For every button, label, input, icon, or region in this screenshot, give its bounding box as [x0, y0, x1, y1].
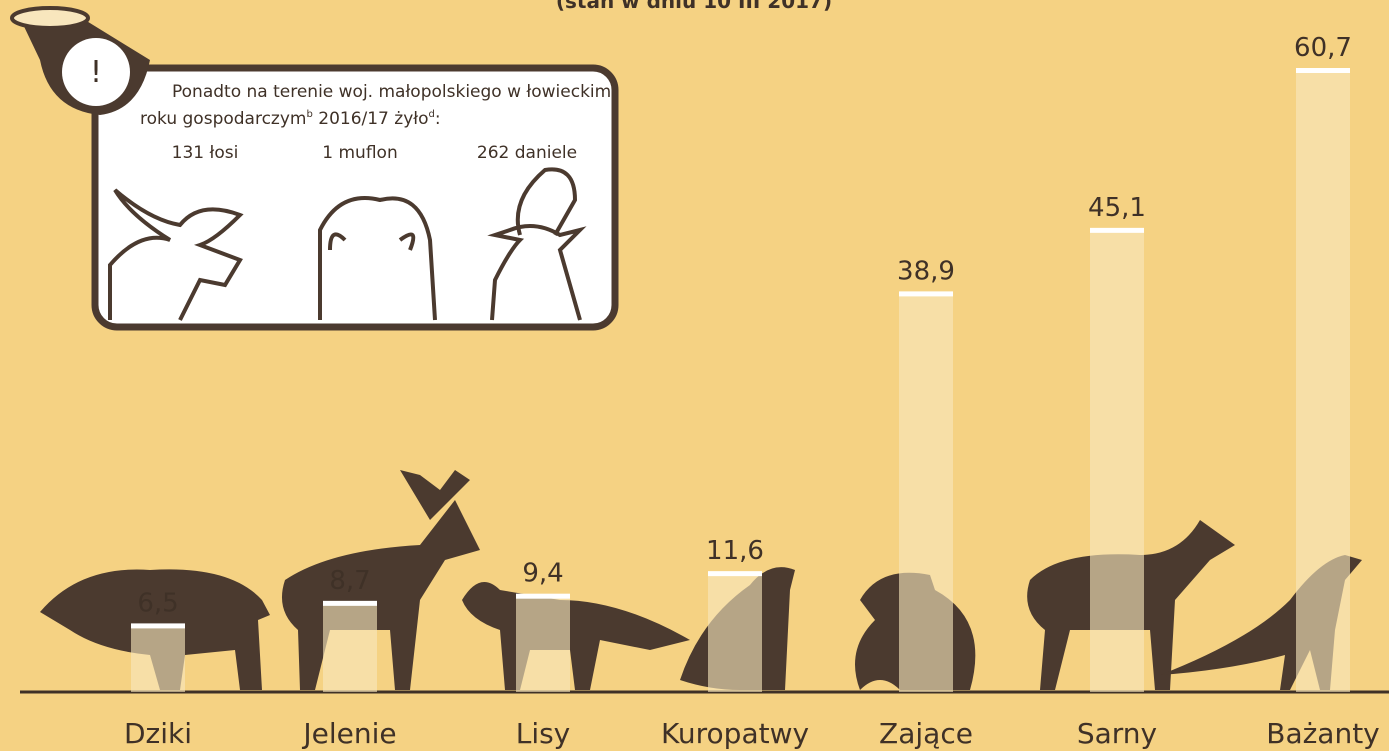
horn-bell: [12, 8, 88, 28]
x-tick-label: Lisy: [516, 717, 571, 750]
x-tick-label: Zające: [879, 717, 973, 750]
note-item: 1 muflon: [322, 143, 397, 163]
chart: (stan w dniu 10 III 2017) ! Ponadto na t…: [0, 0, 1389, 751]
chart-subtitle: (stan w dniu 10 III 2017): [556, 0, 832, 13]
x-tick-label: Sarny: [1077, 717, 1157, 750]
value-label: 9,4: [522, 559, 563, 589]
value-label: 8,7: [329, 566, 370, 596]
bar-cap: [516, 594, 570, 599]
note-text: :: [435, 109, 441, 129]
value-label: 6,5: [137, 588, 178, 618]
value-label: 11,6: [706, 536, 764, 566]
bar-cap: [899, 291, 953, 296]
bar-cap: [708, 571, 762, 576]
note-item: 131 łosi: [172, 143, 239, 163]
x-tick-label: Dziki: [124, 717, 192, 750]
note-text: roku gospodarczymb 2016/17 żyłod:: [140, 109, 441, 129]
note-item: 262 daniele: [477, 143, 577, 163]
x-tick-label: Bażanty: [1266, 717, 1380, 750]
note-text: roku gospodarczym: [140, 109, 306, 129]
bar: [131, 625, 185, 692]
alert-mark: !: [90, 55, 102, 90]
value-label: 60,7: [1294, 33, 1352, 63]
bar: [323, 603, 377, 692]
x-tick-label: Jelenie: [301, 717, 396, 750]
bar-cap: [1296, 68, 1350, 73]
note-text: 2016/17 żyło: [313, 109, 429, 129]
bar-cap: [323, 601, 377, 606]
bar: [899, 293, 953, 692]
bar: [516, 596, 570, 692]
bar: [708, 573, 762, 692]
bar: [1296, 70, 1350, 692]
bar-cap: [131, 623, 185, 628]
value-label: 45,1: [1088, 193, 1146, 223]
x-tick-label: Kuropatwy: [661, 717, 809, 750]
note-text: Ponadto na terenie woj. małopolskiego w …: [172, 82, 611, 102]
bar-cap: [1090, 228, 1144, 233]
value-label: 38,9: [897, 256, 955, 286]
bar: [1090, 230, 1144, 692]
